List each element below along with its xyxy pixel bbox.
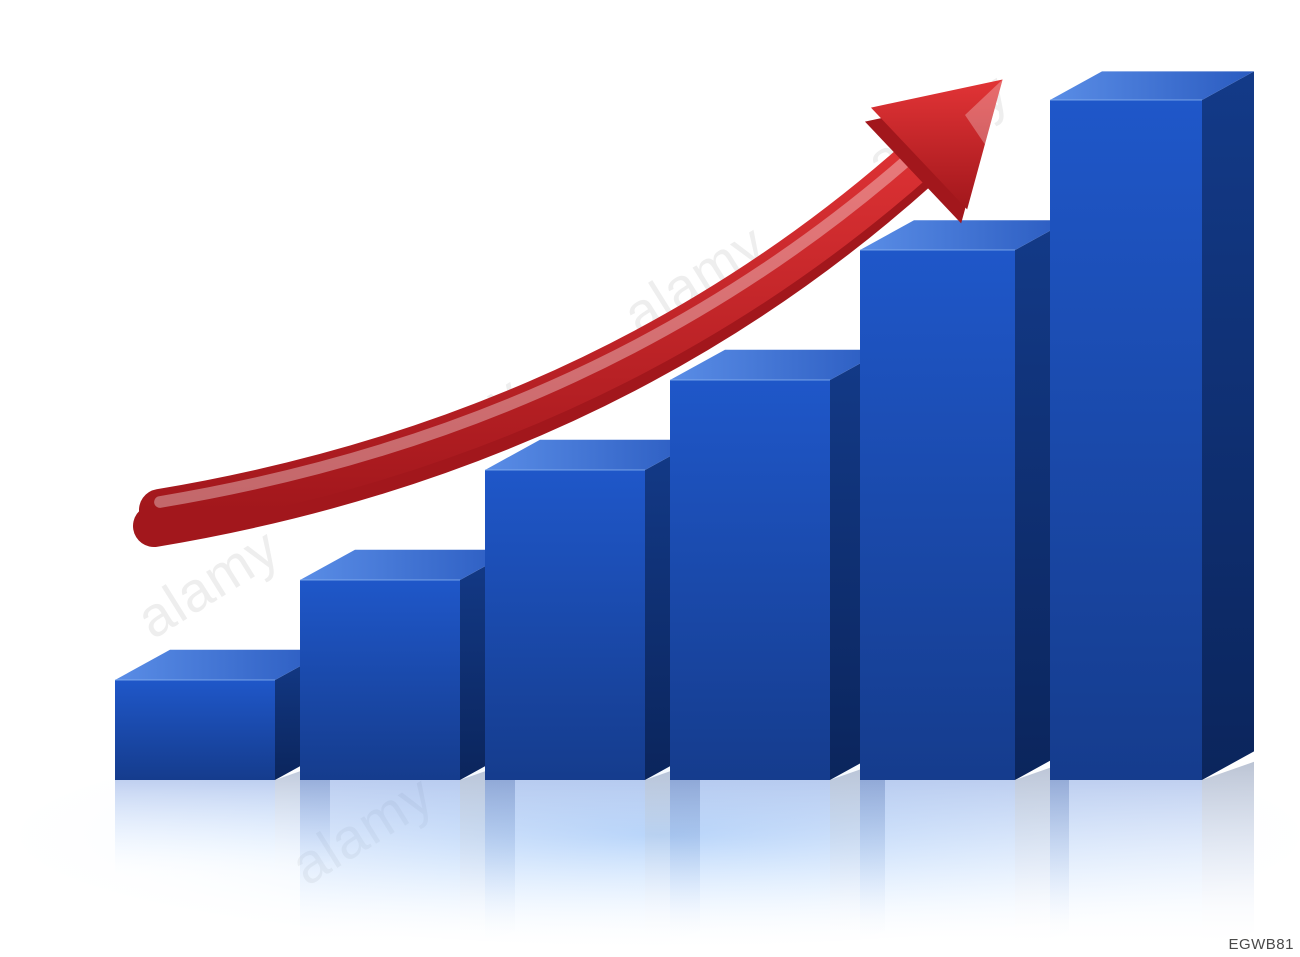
bar-2: [300, 550, 515, 780]
chart-stage: alamy alamy alamy alamy alamy alamy alam…: [0, 0, 1300, 957]
bar-6: [1050, 71, 1254, 780]
stock-image-id: EGWB81: [1228, 936, 1294, 953]
bar-1: [115, 650, 330, 780]
bar-4: [670, 350, 885, 780]
bar-3: [485, 440, 700, 780]
bars-group: [115, 71, 1254, 780]
bar-5: [860, 220, 1069, 780]
growth-bar-chart: [0, 0, 1300, 957]
